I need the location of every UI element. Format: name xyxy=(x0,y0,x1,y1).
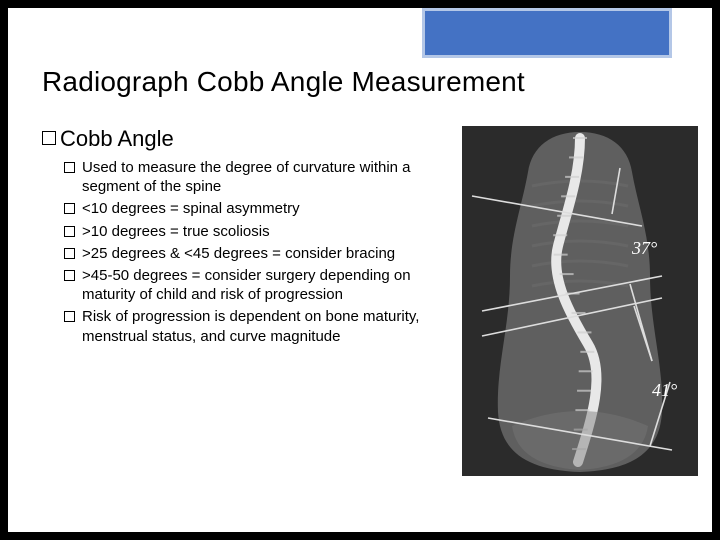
list-item: Risk of progression is dependent on bone… xyxy=(64,307,442,345)
subheading-label: Cobb Angle xyxy=(60,126,174,151)
page-title: Radiograph Cobb Angle Measurement xyxy=(42,66,525,98)
bullet-list: Used to measure the degree of curvature … xyxy=(64,158,442,346)
svg-text:37°: 37° xyxy=(631,238,657,258)
subheading: Cobb Angle xyxy=(42,126,442,152)
accent-box xyxy=(422,8,672,58)
svg-text:41°: 41° xyxy=(652,380,677,400)
list-item: >25 degrees & <45 degrees = consider bra… xyxy=(64,244,442,263)
list-item: >45-50 degrees = consider surgery depend… xyxy=(64,266,442,304)
radiograph-svg: 37° 41° xyxy=(462,126,698,476)
square-bullet-icon xyxy=(42,131,56,145)
slide: Radiograph Cobb Angle Measurement Cobb A… xyxy=(8,8,712,532)
content-area: Cobb Angle Used to measure the degree of… xyxy=(42,126,442,349)
list-item: Used to measure the degree of curvature … xyxy=(64,158,442,196)
list-item: <10 degrees = spinal asymmetry xyxy=(64,199,442,218)
list-item: >10 degrees = true scoliosis xyxy=(64,222,442,241)
radiograph-figure: 37° 41° xyxy=(462,126,698,476)
